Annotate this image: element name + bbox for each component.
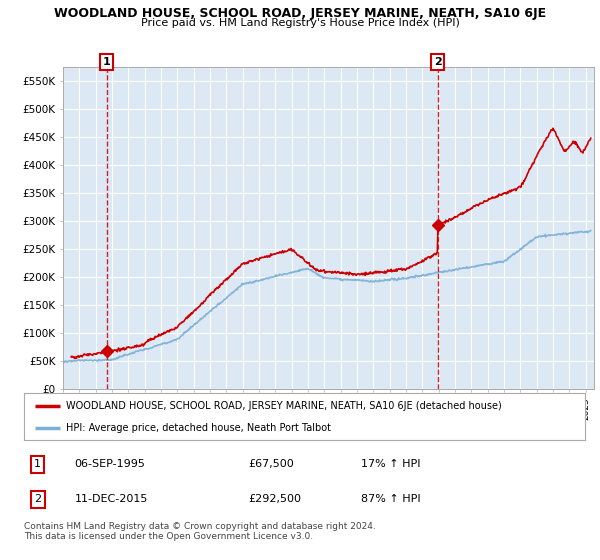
Text: WOODLAND HOUSE, SCHOOL ROAD, JERSEY MARINE, NEATH, SA10 6JE: WOODLAND HOUSE, SCHOOL ROAD, JERSEY MARI… bbox=[54, 7, 546, 20]
Text: Contains HM Land Registry data © Crown copyright and database right 2024.
This d: Contains HM Land Registry data © Crown c… bbox=[24, 522, 376, 542]
Text: WOODLAND HOUSE, SCHOOL ROAD, JERSEY MARINE, NEATH, SA10 6JE (detached house): WOODLAND HOUSE, SCHOOL ROAD, JERSEY MARI… bbox=[66, 401, 502, 411]
Text: 1: 1 bbox=[34, 459, 41, 469]
Text: HPI: Average price, detached house, Neath Port Talbot: HPI: Average price, detached house, Neat… bbox=[66, 423, 331, 433]
Text: 1: 1 bbox=[103, 57, 110, 67]
Text: £67,500: £67,500 bbox=[248, 459, 294, 469]
Text: 87% ↑ HPI: 87% ↑ HPI bbox=[361, 494, 420, 505]
Text: Price paid vs. HM Land Registry's House Price Index (HPI): Price paid vs. HM Land Registry's House … bbox=[140, 18, 460, 28]
Text: 11-DEC-2015: 11-DEC-2015 bbox=[74, 494, 148, 505]
Text: 06-SEP-1995: 06-SEP-1995 bbox=[74, 459, 145, 469]
Text: 2: 2 bbox=[34, 494, 41, 505]
Text: 17% ↑ HPI: 17% ↑ HPI bbox=[361, 459, 420, 469]
Text: 2: 2 bbox=[434, 57, 442, 67]
Text: £292,500: £292,500 bbox=[248, 494, 301, 505]
